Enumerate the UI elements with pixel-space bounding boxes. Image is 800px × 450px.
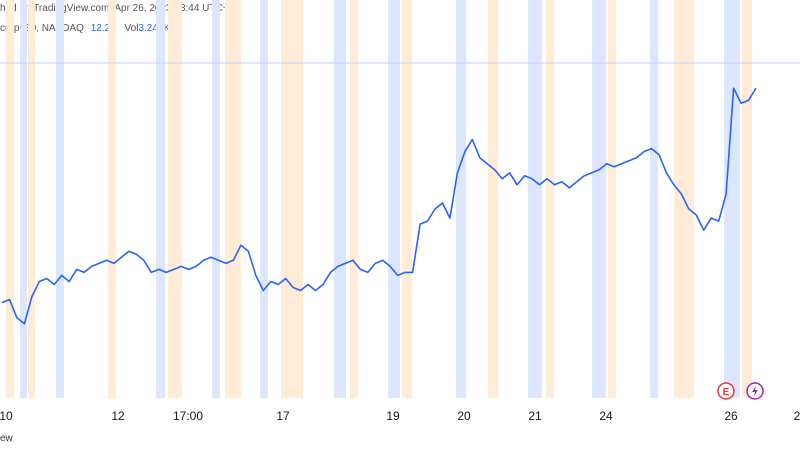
x-tick-label: 21 (528, 409, 542, 423)
session-band (388, 0, 400, 398)
session-band (56, 0, 64, 398)
session-band (168, 0, 182, 398)
last-price: 12.21 (90, 23, 116, 34)
session-band (488, 0, 498, 398)
symbol-legend: corp, 30, NASDAQ 12.21 Vol3.246K (0, 23, 170, 34)
session-band (156, 0, 165, 398)
earnings-badge-text: E (723, 387, 730, 398)
x-tick-label: 17 (276, 409, 290, 423)
session-band (260, 0, 268, 398)
x-tick-label: 12 (111, 409, 125, 423)
x-tick-label: 20 (457, 409, 471, 423)
x-tick-label: 2 (794, 409, 800, 423)
session-band (742, 0, 752, 398)
session-band (334, 0, 346, 398)
session-band (724, 0, 740, 398)
x-tick-label: 10 (0, 409, 13, 423)
x-tick-label: 17:00 (173, 409, 203, 423)
session-band (225, 0, 241, 398)
session-band (350, 0, 358, 398)
dividend-event-icon[interactable] (746, 382, 764, 400)
session-bands (6, 0, 752, 398)
session-band (108, 0, 116, 398)
session-band (650, 0, 658, 398)
published-caption: hed on TradingView.com, Apr 26, 2023 13:… (0, 3, 235, 14)
session-band (528, 0, 542, 398)
x-tick-label: 24 (599, 409, 613, 423)
x-axis-ticks: 10 12 17:00 17 19 20 21 24 26 2 (0, 409, 800, 423)
session-band (212, 0, 220, 398)
session-band (402, 0, 412, 398)
volume-value: 3.246K (138, 23, 171, 34)
session-band (546, 0, 554, 398)
price-series-line[interactable] (1, 87, 757, 325)
session-band (592, 0, 606, 398)
symbol-name: corp, 30, NASDAQ (0, 23, 84, 34)
session-band (281, 0, 303, 398)
earnings-event[interactable]: E (717, 382, 735, 400)
x-tick-label: 26 (724, 409, 738, 423)
volume-label: Vol (124, 23, 139, 34)
session-band (6, 0, 14, 398)
x-tick-label: 19 (386, 409, 400, 423)
session-band (608, 0, 616, 398)
session-band (456, 0, 466, 398)
session-band (28, 0, 35, 398)
session-band (20, 0, 27, 398)
footer-text: ew (0, 433, 13, 444)
